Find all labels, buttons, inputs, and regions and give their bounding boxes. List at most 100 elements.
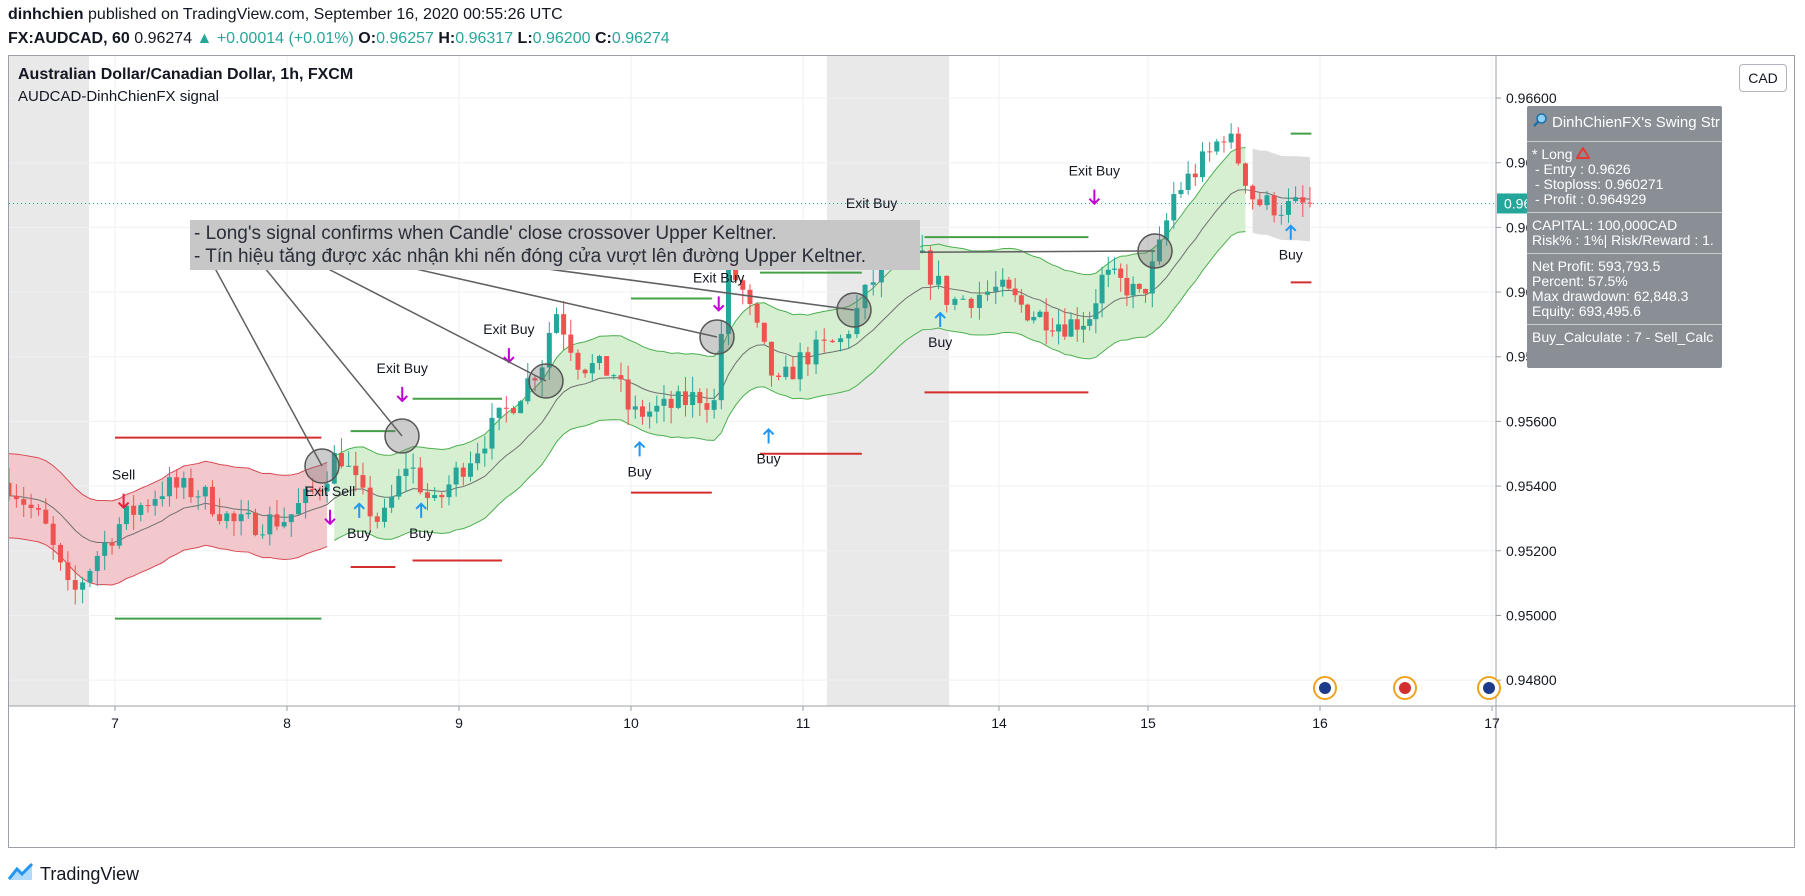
candle-body: [1031, 316, 1037, 321]
tradingview-brand[interactable]: TradingView: [40, 863, 140, 884]
candle-body: [389, 496, 395, 508]
y-tick-label: 0.95400: [1506, 478, 1557, 494]
strategy-info-panel: DinhChienFX's Swing Str * Long - Entry :…: [1527, 106, 1722, 368]
flag-dot-icon: [1483, 682, 1495, 694]
candle-body: [1087, 319, 1093, 326]
candle-body: [1278, 214, 1284, 216]
candle-body: [1178, 189, 1184, 195]
tradingview-logo-icon[interactable]: [7, 862, 34, 886]
candle-body: [1124, 277, 1130, 296]
candle-body: [475, 453, 481, 464]
candle-body: [936, 275, 942, 285]
candle-body: [553, 314, 559, 333]
exit-arrow-icon: [1088, 189, 1101, 206]
candle-body: [518, 401, 524, 414]
chart-header: dinhchien published on TradingView.com, …: [8, 4, 1797, 50]
buy-arrow-icon: [415, 502, 427, 518]
signal-label: Exit Buy: [693, 269, 744, 285]
candle-body: [1192, 173, 1198, 178]
x-tick-label: 7: [111, 715, 119, 731]
candle-body: [65, 562, 71, 581]
annotation-line-1: - Long's signal confirms when Candle' cl…: [194, 223, 777, 244]
candle-body: [72, 580, 78, 590]
candle-body: [467, 463, 473, 477]
candle-body: [109, 542, 115, 546]
candle-body: [1156, 239, 1162, 262]
candle-body: [1250, 185, 1256, 200]
candle-body: [525, 378, 531, 402]
annotation-arrow: [250, 250, 403, 437]
candle-body: [245, 512, 251, 515]
candle-body: [1006, 279, 1012, 289]
buy-calc-row: Buy_Calculate : 7 - Sell_Calc: [1532, 329, 1714, 345]
candle-body: [50, 523, 56, 545]
candle-body: [1080, 325, 1086, 330]
buy-arrow-icon: [762, 428, 775, 444]
candle-body: [754, 303, 760, 323]
published-text: published on TradingView.com, September …: [88, 6, 563, 23]
stoploss-row: - Stoploss: 0.960271: [1535, 176, 1664, 192]
low-label: L:: [517, 30, 533, 47]
candle-body: [976, 294, 982, 308]
candle-body: [618, 375, 624, 380]
signal-label: Exit Buy: [483, 321, 534, 337]
candle-body: [35, 508, 41, 510]
signal-label: Buy: [628, 463, 652, 479]
candle-body: [854, 308, 860, 335]
candle-body: [1056, 324, 1062, 332]
buy-arrow-icon: [633, 440, 646, 457]
candle-body: [829, 340, 835, 343]
entry-row: - Entry : 0.9626: [1535, 161, 1631, 177]
candle-body: [589, 363, 595, 374]
candle-body: [1068, 319, 1074, 337]
indicator-name[interactable]: AUDCAD-DinhChienFX signal: [18, 88, 219, 105]
candle-body: [952, 298, 958, 305]
exit-arrow-icon: [396, 386, 408, 403]
candle-body: [1199, 151, 1205, 178]
currency-badge[interactable]: CAD: [1739, 64, 1787, 92]
candle-body: [1293, 197, 1299, 202]
exit-arrow-icon: [324, 509, 336, 526]
candle-body: [166, 477, 172, 497]
candle-body: [668, 398, 674, 408]
candle-body: [654, 405, 660, 412]
candle-body: [174, 477, 180, 488]
risk-row: Risk% : 1%| Risk/Reward : 1.: [1532, 232, 1714, 248]
candle-body: [217, 514, 223, 522]
x-tick-label: 14: [991, 715, 1007, 731]
candle-body: [9, 482, 12, 496]
candle-body: [1037, 311, 1043, 317]
candle-body: [625, 379, 631, 410]
candle-body: [267, 514, 273, 535]
candle-body: [821, 339, 827, 341]
candle-body: [424, 492, 430, 499]
candle-body: [1043, 311, 1049, 331]
position-label: * Long: [1532, 146, 1573, 162]
chart-frame[interactable]: Sell Exit Sell Buy Buy Exit Buy Exit Buy Buy Ex…: [8, 55, 1796, 849]
x-tick-label: 11: [796, 715, 811, 731]
candle-body: [1143, 288, 1149, 294]
candle-body: [238, 514, 244, 522]
sell-arrow-icon: [117, 493, 130, 510]
candle-body: [310, 488, 316, 491]
candle-body: [138, 505, 144, 515]
flag-dot-icon: [1319, 682, 1331, 694]
candle-body: [21, 499, 27, 505]
candle-body: [532, 378, 538, 381]
candle-body: [28, 504, 34, 509]
equity-row: Equity: 693,495.6: [1532, 303, 1641, 319]
high-label: H:: [438, 30, 456, 47]
candle-body: [116, 524, 122, 546]
candle-body: [1149, 261, 1155, 294]
candle-body: [13, 495, 19, 500]
annotation-arrow: [203, 247, 323, 467]
y-tick-label: 0.95000: [1506, 607, 1557, 623]
x-tick-label: 17: [1484, 715, 1500, 731]
candle-body: [1257, 199, 1263, 206]
candle-body: [87, 570, 93, 583]
author-name[interactable]: dinhchien: [8, 6, 84, 23]
candle-body: [985, 291, 991, 295]
chart-canvas[interactable]: Sell Exit Sell Buy Buy Exit Buy Exit Buy Buy Ex…: [9, 56, 1796, 849]
candle-body: [1307, 202, 1313, 204]
symbol-label: FX:AUDCAD, 60: [8, 30, 130, 47]
